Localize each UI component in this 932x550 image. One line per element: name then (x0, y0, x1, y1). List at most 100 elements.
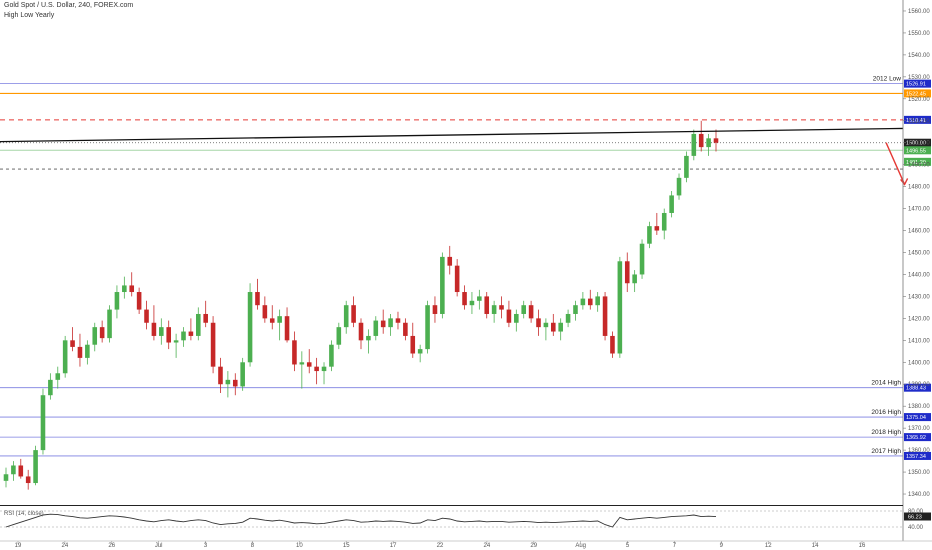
x-tick-label: 17 (390, 543, 397, 549)
candle-body (610, 335, 615, 354)
candle-body (262, 305, 268, 319)
candle-body (395, 318, 401, 323)
candle-body (358, 322, 364, 341)
y-tick-label: 1470.00 (908, 207, 930, 213)
candle-body (292, 340, 297, 365)
x-tick-label: 7 (673, 543, 677, 549)
candle-body (70, 340, 75, 347)
x-tick-label: 24 (484, 543, 491, 549)
y-tick-label: 1390.00 (908, 382, 930, 388)
y-tick-label: 1370.00 (908, 426, 930, 432)
rsi-label: RSI (14, close) (4, 511, 44, 517)
price-tag-text: 1510.41 (906, 118, 926, 124)
candle-body (203, 313, 208, 323)
y-tick-label: 1560.00 (908, 9, 930, 15)
rsi-value-tag (904, 512, 931, 521)
candle-body (343, 305, 349, 328)
y-tick-label: 1460.00 (908, 229, 930, 235)
candle-body (218, 366, 223, 385)
candle-body (255, 292, 260, 306)
x-tick-label: 19 (15, 543, 22, 549)
candle-body (247, 292, 253, 363)
price-tag (904, 146, 931, 155)
y-tick-label: 1480.00 (908, 185, 930, 191)
candle-body (40, 395, 46, 451)
candle-body (499, 305, 504, 310)
y-tick-label: 1520.00 (908, 97, 930, 103)
candle-body (558, 322, 563, 332)
y-tick-label: 1350.00 (908, 470, 930, 476)
candle-body (284, 316, 290, 341)
candle-body (306, 362, 312, 367)
candle-body (521, 305, 527, 314)
x-tick-label: 12 (765, 543, 772, 549)
candle-body (92, 327, 98, 345)
candle-body (159, 327, 164, 336)
y-tick-label: 1450.00 (908, 251, 930, 257)
candle-body (676, 177, 682, 196)
candle-body (144, 309, 149, 323)
candle-body (107, 309, 112, 339)
x-tick-label: 24 (62, 543, 69, 549)
candle-body (691, 133, 697, 156)
candle-body (122, 285, 127, 293)
candle-body (329, 344, 334, 367)
candle-body (99, 327, 105, 339)
rsi-value-text: 66.23 (908, 515, 922, 521)
candle-body (240, 362, 245, 387)
x-tick-label: 14 (812, 543, 819, 549)
candles-layer (3, 120, 719, 490)
y-tick-label: 1430.00 (908, 294, 930, 300)
price-tag (904, 138, 931, 147)
x-tick-label: 29 (530, 543, 537, 549)
candle-body (3, 474, 9, 481)
candle-body (166, 327, 172, 343)
candle-body (462, 292, 467, 306)
y-tick-label: 1500.00 (908, 141, 930, 147)
candle-body (602, 296, 608, 336)
candle-body (314, 366, 319, 372)
candle-body (484, 296, 490, 314)
level-label: 2014 High (871, 380, 901, 387)
candle-body (62, 340, 68, 374)
last-price-tag (904, 157, 931, 166)
candle-body (151, 322, 157, 336)
candle-body (373, 320, 379, 336)
price-tag-text: 1388.43 (906, 386, 926, 392)
candle-body (195, 313, 201, 336)
candle-body (48, 379, 53, 396)
candle-body (432, 305, 438, 314)
y-tick-label: 1360.00 (908, 448, 930, 454)
candle-body (18, 465, 24, 477)
price-tag (904, 383, 931, 392)
candle-body (77, 346, 83, 358)
candle-body (210, 322, 216, 367)
y-tick-label: 1550.00 (908, 31, 930, 37)
candle-body (173, 340, 179, 343)
rsi-tick-label: 40.00 (908, 525, 924, 531)
candle-body (425, 305, 430, 350)
candle-body (55, 373, 61, 380)
forecast-arrow-head (900, 178, 909, 186)
candle-body (528, 305, 534, 319)
candle-body (632, 274, 637, 284)
x-tick-label: 10 (296, 543, 303, 549)
price-tag (904, 433, 931, 442)
candle-body (595, 296, 600, 306)
level-label: 2016 High (871, 409, 901, 416)
x-tick-label: 5 (626, 543, 630, 549)
price-tag-text: 1357.34 (906, 454, 926, 460)
candle-body (181, 331, 186, 341)
y-tick-label: 1410.00 (908, 338, 930, 344)
candle-body (410, 335, 416, 354)
candle-body (684, 155, 689, 178)
overlay-layer: 1491.29 (0, 127, 931, 186)
candle-body (351, 305, 356, 323)
candle-body (85, 344, 90, 358)
candle-body (417, 349, 423, 354)
candle-body (661, 212, 667, 231)
y-tick-label: 1340.00 (908, 492, 930, 498)
price-tag-text: 1526.91 (906, 82, 926, 88)
y-tick-label: 1540.00 (908, 53, 930, 59)
